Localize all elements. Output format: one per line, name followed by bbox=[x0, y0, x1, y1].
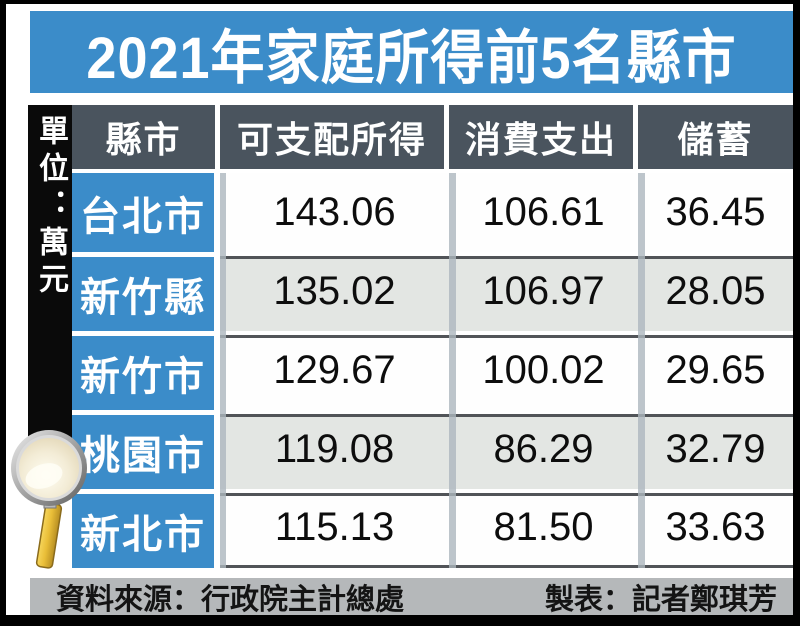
value-cell: 28.05 bbox=[638, 252, 793, 331]
value-cell: 115.13 bbox=[220, 489, 449, 568]
source-text: 資料來源：行政院主計總處 bbox=[56, 583, 405, 616]
value-cell: 135.02 bbox=[220, 252, 449, 331]
city-cell: 新北市 bbox=[72, 489, 220, 568]
column-header-consumption: 消費支出 bbox=[449, 105, 638, 173]
unit-label: 單位：萬元 bbox=[34, 115, 67, 300]
value-cell: 29.65 bbox=[638, 331, 793, 410]
value-cell: 33.63 bbox=[638, 489, 793, 568]
page-title: 2021年家庭所得前5名縣市 bbox=[86, 25, 737, 91]
value-cell: 100.02 bbox=[449, 331, 638, 410]
value-cell: 36.45 bbox=[638, 173, 793, 252]
column-separator bbox=[220, 173, 226, 568]
footer-bar: 資料來源：行政院主計總處 製表：記者鄭琪芳 bbox=[30, 578, 793, 616]
credit-text: 製表：記者鄭琪芳 bbox=[544, 583, 777, 616]
value-cell: 106.97 bbox=[449, 252, 638, 331]
value-cell: 81.50 bbox=[449, 489, 638, 568]
value-cell: 119.08 bbox=[220, 410, 449, 489]
city-cell: 台北市 bbox=[72, 173, 220, 252]
column-header-savings: 儲蓄 bbox=[638, 105, 793, 173]
column-header-disposable-income: 可支配所得 bbox=[220, 105, 449, 173]
column-separator bbox=[449, 173, 456, 568]
value-cell: 86.29 bbox=[449, 410, 638, 489]
city-cell: 桃園市 bbox=[72, 410, 220, 489]
title-banner: 2021年家庭所得前5名縣市 bbox=[30, 11, 793, 93]
city-cell: 新竹市 bbox=[72, 331, 220, 410]
unit-bar: 單位：萬元 bbox=[28, 105, 72, 451]
value-cell: 106.61 bbox=[449, 173, 638, 252]
column-header-city: 縣市 bbox=[72, 105, 220, 173]
value-cell: 129.67 bbox=[220, 331, 449, 410]
magnifier-icon bbox=[11, 430, 87, 569]
city-cell: 新竹縣 bbox=[72, 252, 220, 331]
value-cell: 32.79 bbox=[638, 410, 793, 489]
income-table: 縣市 可支配所得 消費支出 儲蓄 台北市 143.06 106.61 36.45… bbox=[72, 105, 793, 568]
column-separator bbox=[638, 173, 645, 568]
value-cell: 143.06 bbox=[220, 173, 449, 252]
